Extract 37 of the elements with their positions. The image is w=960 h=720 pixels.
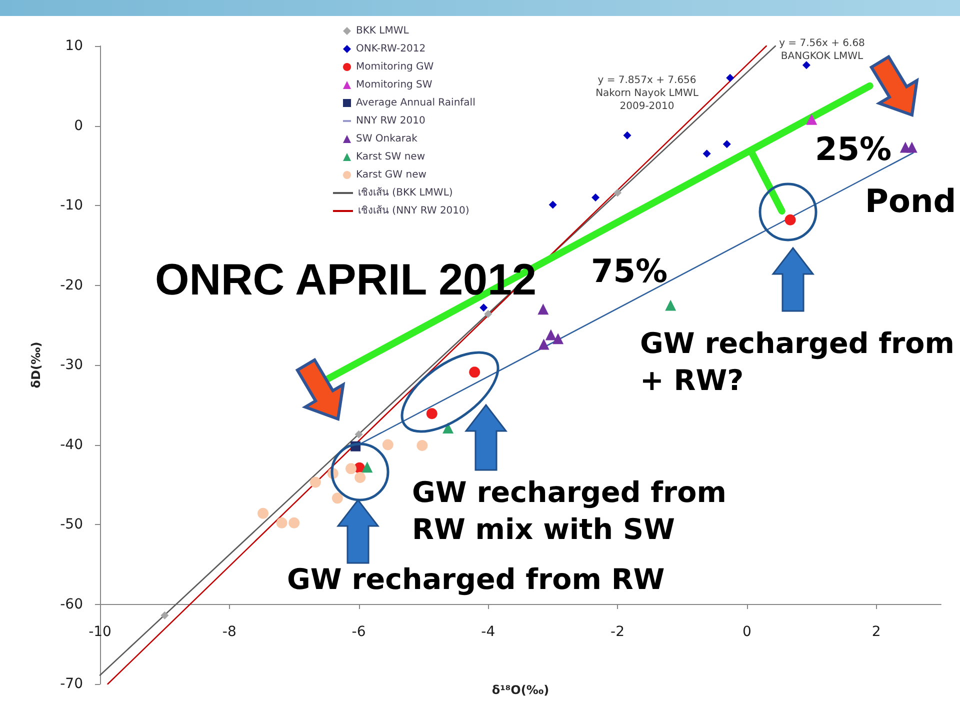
y-tick-label: -70 [60, 676, 83, 692]
annotation: 25% [815, 130, 892, 168]
legend-label: ONK-RW-2012 [356, 44, 426, 54]
y-tick-label: -10 [60, 198, 83, 214]
legend-label: Momitoring SW [356, 80, 432, 90]
legend-label: Average Annual Rainfall [356, 98, 476, 108]
annotation: 75% [591, 252, 668, 290]
y-tick-label: -60 [60, 596, 83, 612]
legend-label: เชิงเส้น (NNY RW 2010) [358, 204, 470, 216]
annotation: GW recharged from RW [287, 563, 665, 596]
y-tick-label: -20 [60, 277, 83, 294]
legend-label: SW Onkarak [356, 134, 418, 144]
legend-label: Momitoring GW [356, 62, 434, 72]
annotation: GW recharged from + RW? [640, 327, 954, 397]
x-tick-label: 0 [742, 624, 752, 640]
x-tick-label: -8 [222, 624, 236, 640]
legend-label: Karst GW new [356, 170, 426, 180]
x-tick-label: 2 [872, 624, 881, 640]
legend-label: BKK LMWL [356, 26, 410, 36]
annotation: y = 7.56x + 6.68 BANGKOK LMWL [779, 38, 865, 62]
y-tick-label: 0 [74, 118, 83, 134]
x-axis-title: δ¹⁸O(‰) [492, 683, 550, 697]
x-tick-label: -6 [352, 624, 366, 640]
y-axis-title: δD(‰) [29, 342, 43, 388]
x-tick-label: -10 [88, 624, 112, 640]
y-tick-label: -50 [60, 516, 83, 532]
legend-label: NNY RW 2010 [356, 116, 426, 126]
y-tick-label: -40 [60, 436, 83, 453]
x-tick-label: -2 [610, 624, 625, 640]
legend-label: Karst SW new [356, 152, 426, 162]
y-tick-label: -30 [60, 357, 83, 373]
legend-label: เชิงเส้น (BKK LMWL) [358, 186, 453, 198]
annotation: GW recharged from RW mix with SW [412, 476, 726, 546]
annotation: Pond [865, 182, 956, 220]
annotation: y = 7.857x + 7.656 Nakorn Nayok LMWL 2009-2010 [596, 75, 699, 112]
x-tick-label: -4 [481, 624, 496, 640]
y-tick-label: 10 [65, 38, 83, 54]
